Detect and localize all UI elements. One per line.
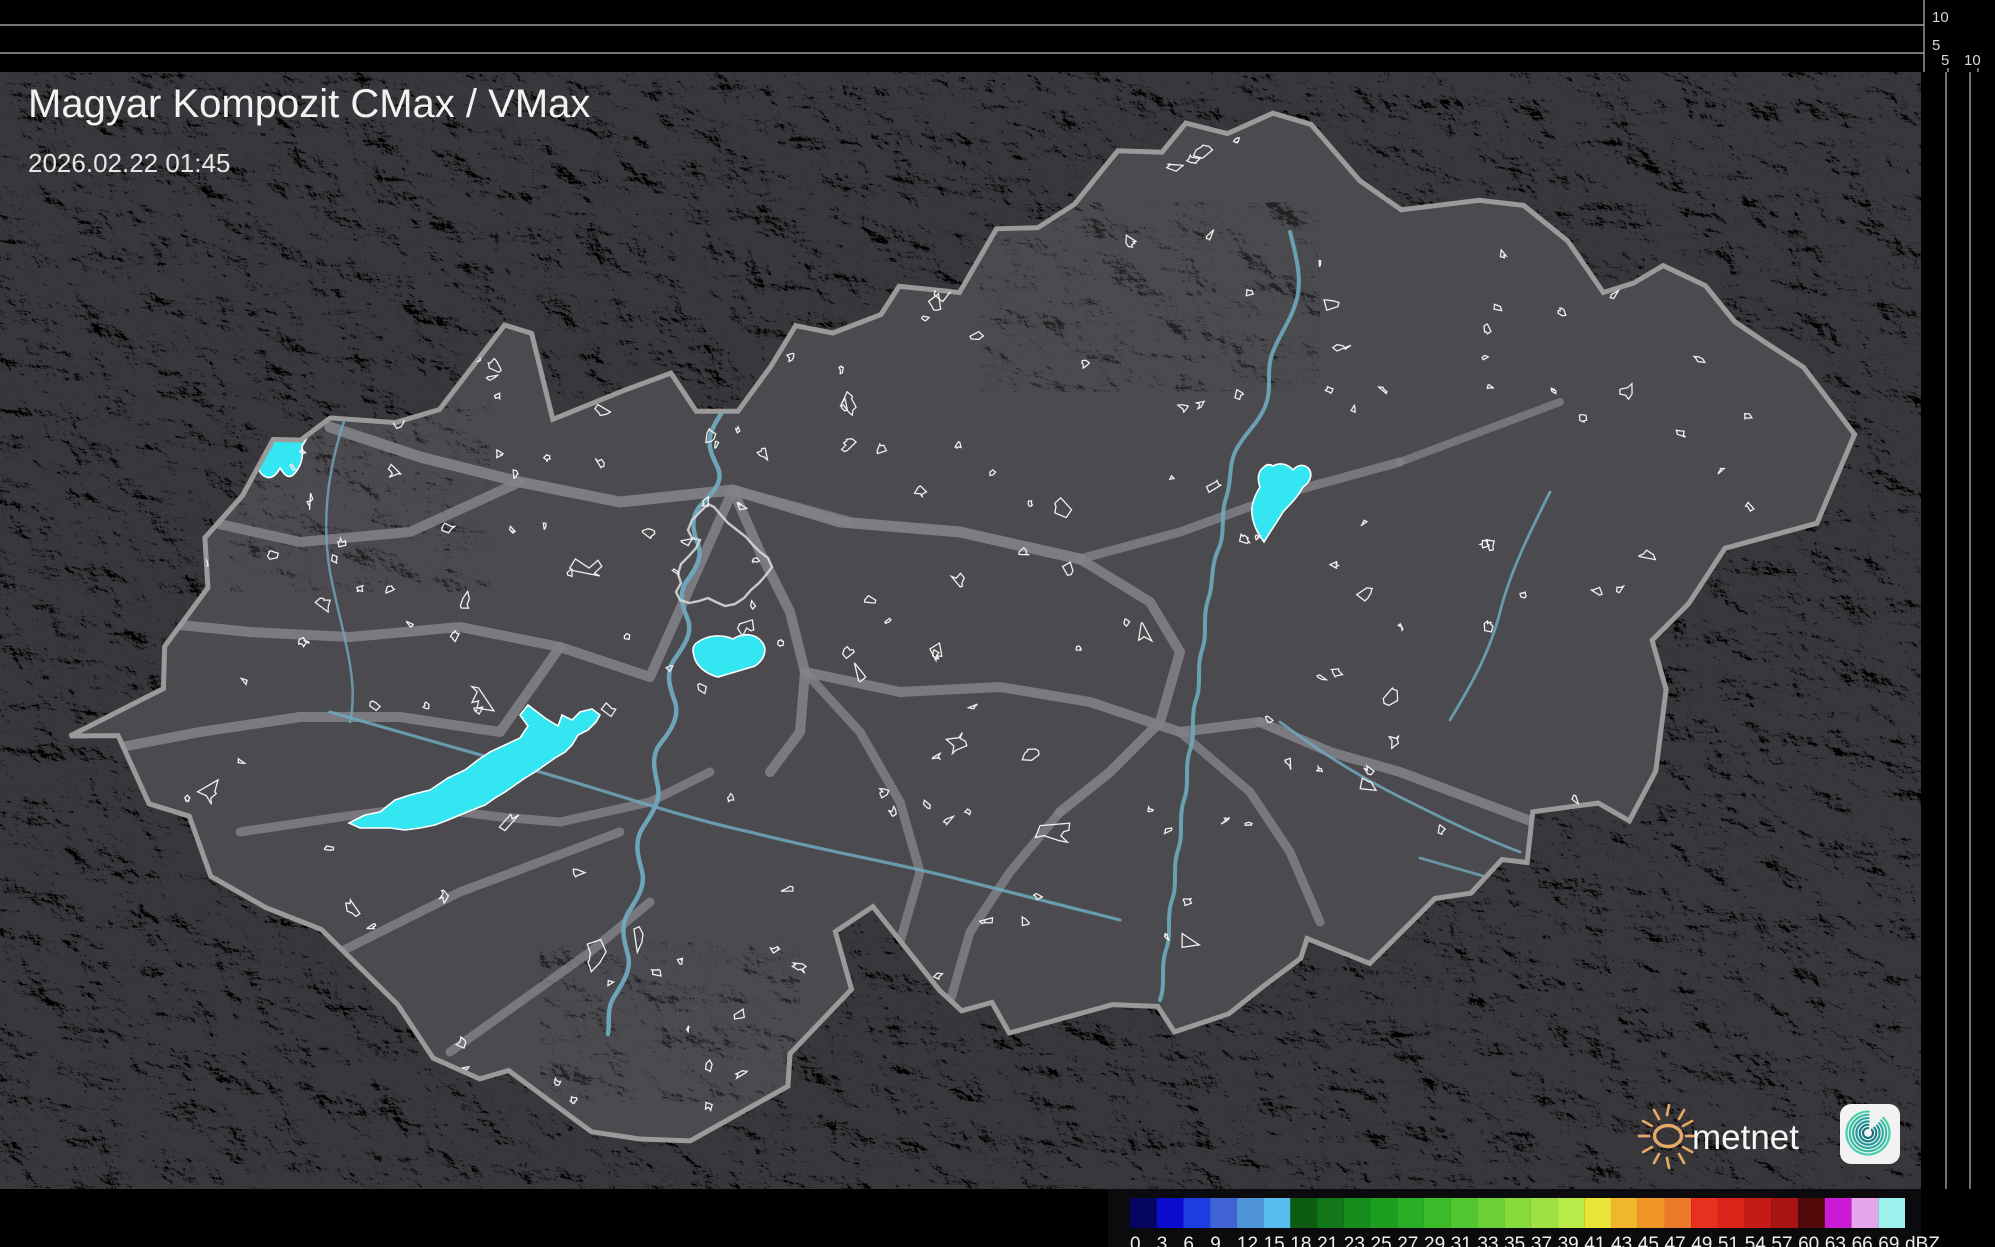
svg-text:57: 57 [1771,1234,1792,1247]
svg-text:metnet: metnet [1692,1118,1799,1157]
svg-text:6: 6 [1183,1234,1194,1247]
svg-text:3: 3 [1157,1234,1168,1247]
svg-text:21: 21 [1317,1234,1338,1247]
svg-text:54: 54 [1745,1234,1767,1247]
svg-text:12: 12 [1237,1234,1258,1247]
svg-text:69: 69 [1878,1234,1899,1247]
svg-text:60: 60 [1798,1234,1819,1247]
svg-text:66: 66 [1852,1234,1873,1247]
svg-text:43: 43 [1611,1234,1632,1247]
svg-text:41: 41 [1584,1234,1605,1247]
svg-text:29: 29 [1424,1234,1445,1247]
svg-text:31: 31 [1451,1234,1472,1247]
svg-text:63: 63 [1825,1234,1846,1247]
svg-text:39: 39 [1558,1234,1579,1247]
svg-text:23: 23 [1344,1234,1365,1247]
svg-text:9: 9 [1210,1234,1221,1247]
svg-text:15: 15 [1264,1234,1285,1247]
svg-text:10: 10 [1932,9,1949,26]
svg-text:45: 45 [1638,1234,1659,1247]
svg-text:35: 35 [1504,1234,1525,1247]
svg-text:49: 49 [1691,1234,1712,1247]
svg-text:18: 18 [1290,1234,1311,1247]
svg-text:dBZ: dBZ [1905,1234,1940,1247]
svg-text:51: 51 [1718,1234,1739,1247]
svg-text:27: 27 [1397,1234,1418,1247]
svg-text:33: 33 [1477,1234,1498,1247]
svg-text:10: 10 [1964,52,1981,69]
svg-text:37: 37 [1531,1234,1552,1247]
svg-text:0: 0 [1130,1234,1141,1247]
svg-text:25: 25 [1371,1234,1392,1247]
svg-text:47: 47 [1665,1234,1686,1247]
svg-text:5: 5 [1941,52,1949,69]
